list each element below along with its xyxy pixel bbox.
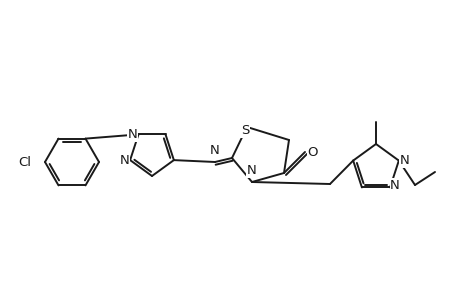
Text: N: N [246,164,256,177]
Text: N: N [119,154,129,166]
Text: O: O [307,146,318,158]
Text: N: N [127,128,137,141]
Text: S: S [241,124,249,137]
Text: N: N [210,144,219,157]
Text: Cl: Cl [18,155,31,169]
Text: N: N [399,154,409,167]
Text: N: N [389,179,399,192]
